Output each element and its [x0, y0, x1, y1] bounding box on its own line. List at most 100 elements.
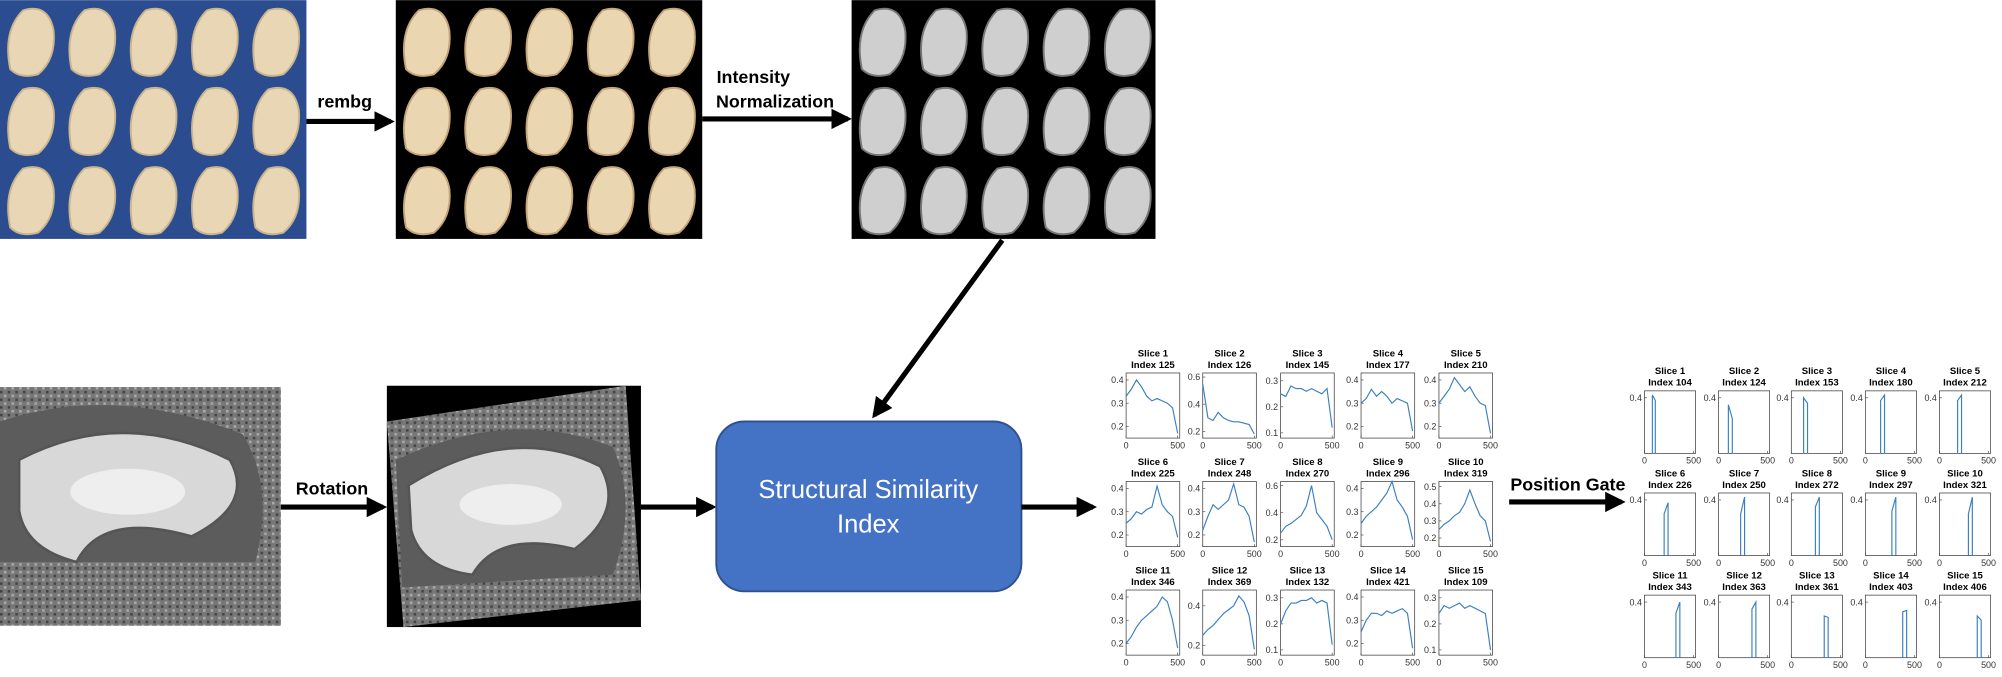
profile-line	[1280, 385, 1333, 428]
tissue-slice	[525, 86, 574, 156]
tissue-slice	[858, 166, 907, 236]
x-tick-label: 0	[1642, 558, 1647, 568]
profile-line	[1125, 483, 1179, 538]
x-tick-label: 0	[1863, 660, 1868, 670]
tissue-slice	[586, 86, 635, 156]
plot-frame	[1125, 372, 1181, 439]
profile-line	[1751, 599, 1757, 658]
profile-line	[1957, 393, 1963, 454]
plot-frame	[1718, 390, 1771, 454]
plot-frame	[1939, 492, 1991, 556]
plot-title: Slice 4	[1373, 348, 1404, 359]
tissue-slice	[252, 86, 301, 156]
tissue-slice	[252, 166, 301, 236]
profile-line	[1803, 395, 1809, 454]
profile-line	[1438, 602, 1492, 651]
plot-title: Index 250	[1722, 480, 1766, 491]
x-tick-label: 500	[1247, 549, 1262, 559]
profile-line	[1891, 497, 1897, 556]
tissue-slice	[1042, 7, 1091, 77]
y-tick-label: 0.4	[1630, 495, 1642, 505]
x-tick-label: 0	[1436, 549, 1441, 559]
profile-line	[1125, 378, 1179, 434]
plot-title: Index 406	[1943, 582, 1987, 593]
plot-title: Index 226	[1648, 480, 1692, 491]
tissue-slice	[191, 166, 239, 236]
plot-title: Index 346	[1131, 577, 1175, 588]
plot-title: Index 104	[1648, 378, 1692, 389]
x-tick-label: 500	[1483, 440, 1498, 450]
tissue-slice	[464, 7, 512, 77]
y-tick-label: 0.3	[1111, 398, 1123, 408]
x-tick-label: 0	[1937, 558, 1942, 568]
x-tick-label: 0	[1278, 440, 1283, 450]
plot-title: Slice 13	[1799, 571, 1835, 582]
tissue-slice	[464, 166, 512, 236]
x-tick-label: 0	[1716, 558, 1721, 568]
plot-title: Index 153	[1795, 378, 1839, 389]
x-tick-label: 500	[1325, 657, 1340, 667]
plot-title: Slice 14	[1370, 565, 1406, 576]
x-tick-label: 500	[1760, 456, 1775, 466]
plot-title: Index 132	[1286, 577, 1330, 588]
plot-frame	[1438, 372, 1493, 439]
x-tick-label: 0	[1436, 657, 1441, 667]
tissue-slice	[464, 86, 512, 156]
x-tick-label: 0	[1359, 549, 1364, 559]
y-tick-label: 0.2	[1266, 619, 1278, 629]
x-tick-label: 500	[1833, 660, 1848, 670]
y-tick-label: 0.2	[1111, 422, 1123, 432]
plots: Slice 1 Index 125 0.2 0.3 0.4 0 500 Slice 2 Inde…	[1111, 348, 1996, 670]
tissue-slice	[920, 166, 968, 236]
plot-title: Slice 1	[1655, 366, 1686, 377]
y-tick-label: 0.4	[1188, 601, 1200, 611]
y-tick-label: 0.4	[1776, 597, 1788, 607]
y-tick-label: 0.2	[1266, 402, 1278, 412]
plot-title: Index 177	[1366, 360, 1410, 371]
tissue-slice	[1042, 166, 1091, 236]
x-tick-label: 0	[1716, 660, 1721, 670]
profile-line	[1438, 488, 1492, 542]
plot-title: Slice 11	[1652, 571, 1688, 582]
plot-title: Slice 8	[1802, 468, 1833, 479]
y-tick-label: 0.4	[1111, 592, 1123, 602]
profile-line	[1823, 615, 1829, 658]
y-tick-label: 0.2	[1188, 530, 1200, 540]
y-tick-label: 0.4	[1850, 393, 1862, 403]
y-tick-label: 0.4	[1630, 393, 1642, 403]
plot-title: Index 403	[1869, 582, 1913, 593]
plot-title: Slice 7	[1214, 457, 1244, 468]
tissue-slice	[858, 86, 907, 156]
tissue-slice	[858, 7, 907, 77]
y-tick-label: 0.4	[1630, 597, 1642, 607]
normalized-photos	[851, 0, 1156, 239]
y-tick-label: 0.2	[1111, 530, 1123, 540]
x-tick-label: 500	[1833, 456, 1848, 466]
tissue-slice	[68, 7, 117, 77]
tissue-slice	[7, 7, 55, 77]
y-tick-label: 0.3	[1346, 398, 1358, 408]
ssim-label: Index	[837, 511, 900, 539]
plot-title: Slice 2	[1729, 366, 1759, 377]
plot-title: Index 125	[1131, 360, 1175, 371]
y-tick-label: 0.2	[1266, 535, 1278, 545]
x-tick-label: 0	[1200, 657, 1205, 667]
plot-frame	[1280, 372, 1335, 439]
plot-title: Slice 13	[1290, 565, 1326, 576]
x-tick-label: 0	[1937, 660, 1942, 670]
plot-frame	[1865, 594, 1917, 659]
intensity-label: Normalization	[716, 91, 834, 111]
x-tick-label: 0	[1278, 657, 1283, 667]
plot-title: Slice 11	[1135, 565, 1171, 576]
plot-title: Index 248	[1208, 468, 1252, 479]
tissue-slice	[648, 166, 696, 236]
x-tick-label: 500	[1405, 657, 1420, 667]
profile-line	[1967, 497, 1973, 556]
position-gate-label: Position Gate	[1510, 474, 1625, 494]
y-tick-label: 0.2	[1346, 639, 1358, 649]
x-tick-label: 500	[1170, 657, 1185, 667]
y-tick-label: 0.4	[1704, 597, 1716, 607]
x-tick-label: 500	[1247, 657, 1262, 667]
plot-title: Index 126	[1208, 360, 1252, 371]
